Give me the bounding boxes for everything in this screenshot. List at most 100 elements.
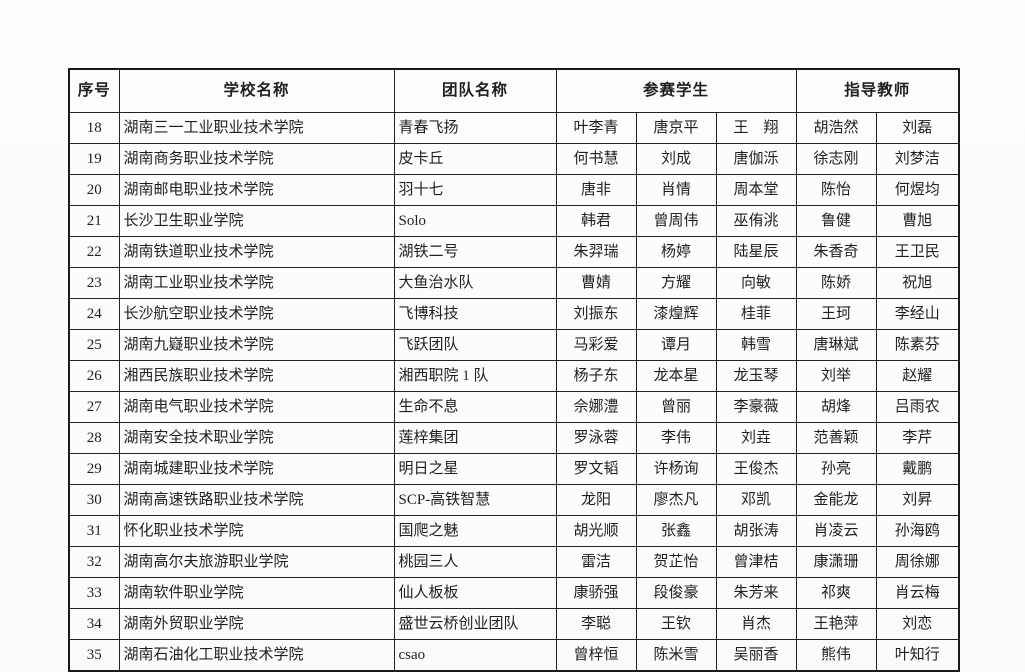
student-cell: 杨婷 [635, 236, 717, 268]
student-cell: 王钦 [635, 608, 717, 640]
header-team: 团队名称 [393, 68, 557, 113]
team-cell: csao [393, 639, 557, 672]
student-cell: 何书慧 [555, 143, 637, 175]
teacher-cell: 刘昇 [875, 484, 960, 516]
teacher-cell: 肖云梅 [875, 577, 960, 609]
school-cell: 湖南软件职业学院 [118, 577, 395, 609]
school-cell: 长沙航空职业技术学院 [118, 298, 395, 330]
teacher-cell: 祁爽 [795, 577, 877, 609]
student-cell: 胡光顺 [555, 515, 637, 547]
student-cell: 谭月 [635, 329, 717, 361]
student-cell: 李聪 [555, 608, 637, 640]
row-number-cell: 35 [68, 639, 120, 672]
header-students: 参赛学生 [555, 68, 797, 113]
table-row: 22 湖南铁道职业技术学院 湖铁二号 朱羿瑞 杨婷 陆星辰 朱香奇 王卫民 [68, 236, 960, 268]
row-number-cell: 25 [68, 329, 120, 361]
row-number-cell: 18 [68, 112, 120, 144]
team-cell: 青春飞扬 [393, 112, 557, 144]
student-cell: 罗文韬 [555, 453, 637, 485]
student-cell: 罗泳蓉 [555, 422, 637, 454]
teacher-cell: 吕雨农 [875, 391, 960, 423]
row-number-cell: 28 [68, 422, 120, 454]
student-cell: 杨子东 [555, 360, 637, 392]
student-cell: 巫侑洮 [715, 205, 797, 237]
student-cell: 王 翔 [715, 112, 797, 144]
teacher-cell: 何煜均 [875, 174, 960, 206]
student-cell: 桂菲 [715, 298, 797, 330]
student-cell: 邓凯 [715, 484, 797, 516]
table-row: 21 长沙卫生职业学院 Solo 韩君 曾周伟 巫侑洮 鲁健 曹旭 [68, 205, 960, 237]
student-cell: 韩雪 [715, 329, 797, 361]
student-cell: 龙阳 [555, 484, 637, 516]
teacher-cell: 陈怡 [795, 174, 877, 206]
student-cell: 佘娜澧 [555, 391, 637, 423]
row-number-cell: 24 [68, 298, 120, 330]
student-cell: 刘成 [635, 143, 717, 175]
school-cell: 湖南九嶷职业技术学院 [118, 329, 395, 361]
table-row: 20 湖南邮电职业技术学院 羽十七 唐非 肖情 周本堂 陈怡 何煜均 [68, 174, 960, 206]
student-cell: 唐京平 [635, 112, 717, 144]
student-cell: 张鑫 [635, 515, 717, 547]
teacher-cell: 孙海鸥 [875, 515, 960, 547]
row-number-cell: 32 [68, 546, 120, 578]
row-number-cell: 29 [68, 453, 120, 485]
team-cell: 莲梓集团 [393, 422, 557, 454]
student-cell: 韩君 [555, 205, 637, 237]
team-cell: 飞跃团队 [393, 329, 557, 361]
teacher-cell: 陈娇 [795, 267, 877, 299]
row-number-cell: 30 [68, 484, 120, 516]
table-row: 32 湖南高尔夫旅游职业学院 桃园三人 雷洁 贺芷怡 曾津桔 康潇珊 周徐娜 [68, 546, 960, 578]
teacher-cell: 赵耀 [875, 360, 960, 392]
teacher-cell: 康潇珊 [795, 546, 877, 578]
student-cell: 吴丽香 [715, 639, 797, 672]
team-cell: 湘西职院 1 队 [393, 360, 557, 392]
school-cell: 湖南外贸职业学院 [118, 608, 395, 640]
table-row: 25 湖南九嶷职业技术学院 飞跃团队 马彩爱 谭月 韩雪 唐琳斌 陈素芬 [68, 329, 960, 361]
student-cell: 贺芷怡 [635, 546, 717, 578]
student-cell: 朱芳来 [715, 577, 797, 609]
student-cell: 肖情 [635, 174, 717, 206]
competition-roster-table: 序号 学校名称 团队名称 参赛学生 指导教师 18 湖南三一工业职业技术学院 青春飞… [68, 68, 961, 672]
table-header-row: 序号 学校名称 团队名称 参赛学生 指导教师 [68, 68, 960, 113]
teacher-cell: 王卫民 [875, 236, 960, 268]
student-cell: 曾津桔 [715, 546, 797, 578]
student-cell: 刘振东 [555, 298, 637, 330]
teacher-cell: 王艳萍 [795, 608, 877, 640]
student-cell: 唐非 [555, 174, 637, 206]
table-row: 27 湖南电气职业技术学院 生命不息 佘娜澧 曾丽 李豪薇 胡烽 吕雨农 [68, 391, 960, 423]
team-cell: 盛世云桥创业团队 [393, 608, 557, 640]
student-cell: 廖杰凡 [635, 484, 717, 516]
row-number-cell: 26 [68, 360, 120, 392]
table-row: 33 湖南软件职业学院 仙人板板 康骄强 段俊豪 朱芳来 祁爽 肖云梅 [68, 577, 960, 609]
teacher-cell: 王珂 [795, 298, 877, 330]
team-cell: 羽十七 [393, 174, 557, 206]
team-cell: Solo [393, 205, 557, 237]
header-school: 学校名称 [118, 68, 395, 113]
team-cell: 湖铁二号 [393, 236, 557, 268]
row-number-cell: 34 [68, 608, 120, 640]
teacher-cell: 鲁健 [795, 205, 877, 237]
teacher-cell: 唐琳斌 [795, 329, 877, 361]
team-cell: 皮卡丘 [393, 143, 557, 175]
teacher-cell: 徐志刚 [795, 143, 877, 175]
student-cell: 李豪薇 [715, 391, 797, 423]
student-cell: 曹婧 [555, 267, 637, 299]
teacher-cell: 熊伟 [795, 639, 877, 672]
table-row: 26 湘西民族职业技术学院 湘西职院 1 队杨子东 龙本星 龙玉琴 刘举 赵耀 [68, 360, 960, 392]
student-cell: 龙玉琴 [715, 360, 797, 392]
table-row: 29 湖南城建职业技术学院 明日之星 罗文韬 许杨询 王俊杰 孙亮 戴鹏 [68, 453, 960, 485]
team-cell: 生命不息 [393, 391, 557, 423]
school-cell: 湖南高速铁路职业技术学院 [118, 484, 395, 516]
student-cell: 陈米雪 [635, 639, 717, 672]
student-cell: 陆星辰 [715, 236, 797, 268]
school-cell: 湖南安全技术职业学院 [118, 422, 395, 454]
student-cell: 叶李青 [555, 112, 637, 144]
table-row: 30 湖南高速铁路职业技术学院 SCP-高铁智慧 龙阳 廖杰凡 邓凯 金能龙 刘昇 [68, 484, 960, 516]
student-cell: 曾丽 [635, 391, 717, 423]
student-cell: 李伟 [635, 422, 717, 454]
school-cell: 湖南邮电职业技术学院 [118, 174, 395, 206]
teacher-cell: 周徐娜 [875, 546, 960, 578]
table-row: 31 怀化职业技术学院 国爬之魅 胡光顺 张鑫 胡张涛 肖凌云 孙海鸥 [68, 515, 960, 547]
team-cell: 国爬之魅 [393, 515, 557, 547]
teacher-cell: 朱香奇 [795, 236, 877, 268]
